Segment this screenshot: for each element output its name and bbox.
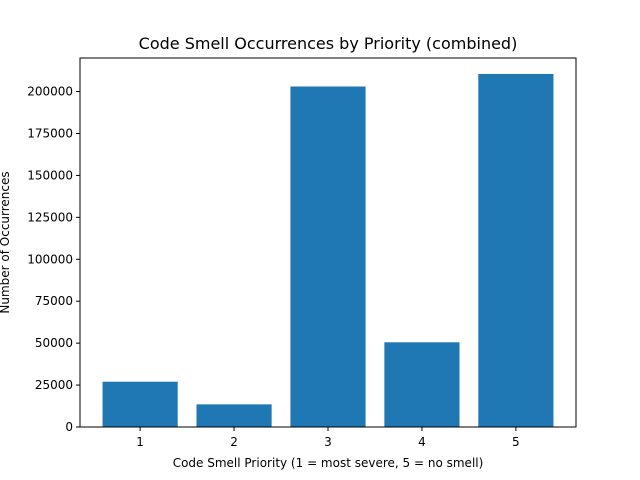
y-tick-label: 75000: [35, 294, 73, 308]
y-tick-label: 50000: [35, 336, 73, 350]
y-tick-label: 200000: [27, 85, 73, 99]
bar-1: [102, 381, 178, 427]
y-axis-label: Number of Occurrences: [0, 171, 12, 313]
x-tick-label: 4: [418, 435, 426, 449]
bars-group: [102, 73, 554, 428]
y-tick-label: 0: [65, 420, 73, 434]
bar-2: [196, 404, 272, 427]
y-tick-label: 100000: [27, 252, 73, 266]
x-axis-label: Code Smell Priority (1 = most severe, 5 …: [173, 456, 484, 470]
bar-5: [478, 73, 554, 428]
x-axis: 1 2 3 4 5: [136, 427, 520, 449]
y-tick-label: 125000: [27, 210, 73, 224]
y-axis: 0 25000 50000 75000 100000 125000 150000 175000…: [27, 85, 80, 434]
x-tick-label: 1: [136, 435, 144, 449]
x-tick-label: 3: [324, 435, 332, 449]
x-tick-label: 2: [230, 435, 238, 449]
axes-frame: [79, 57, 577, 428]
y-tick-label: 150000: [27, 168, 73, 182]
bar-3: [290, 86, 366, 427]
y-tick-label: 175000: [27, 126, 73, 140]
chart-title: Code Smell Occurrences by Priority (comb…: [139, 34, 518, 53]
y-tick-label: 25000: [35, 378, 73, 392]
x-tick-label: 5: [512, 435, 520, 449]
bar-4: [384, 342, 460, 427]
